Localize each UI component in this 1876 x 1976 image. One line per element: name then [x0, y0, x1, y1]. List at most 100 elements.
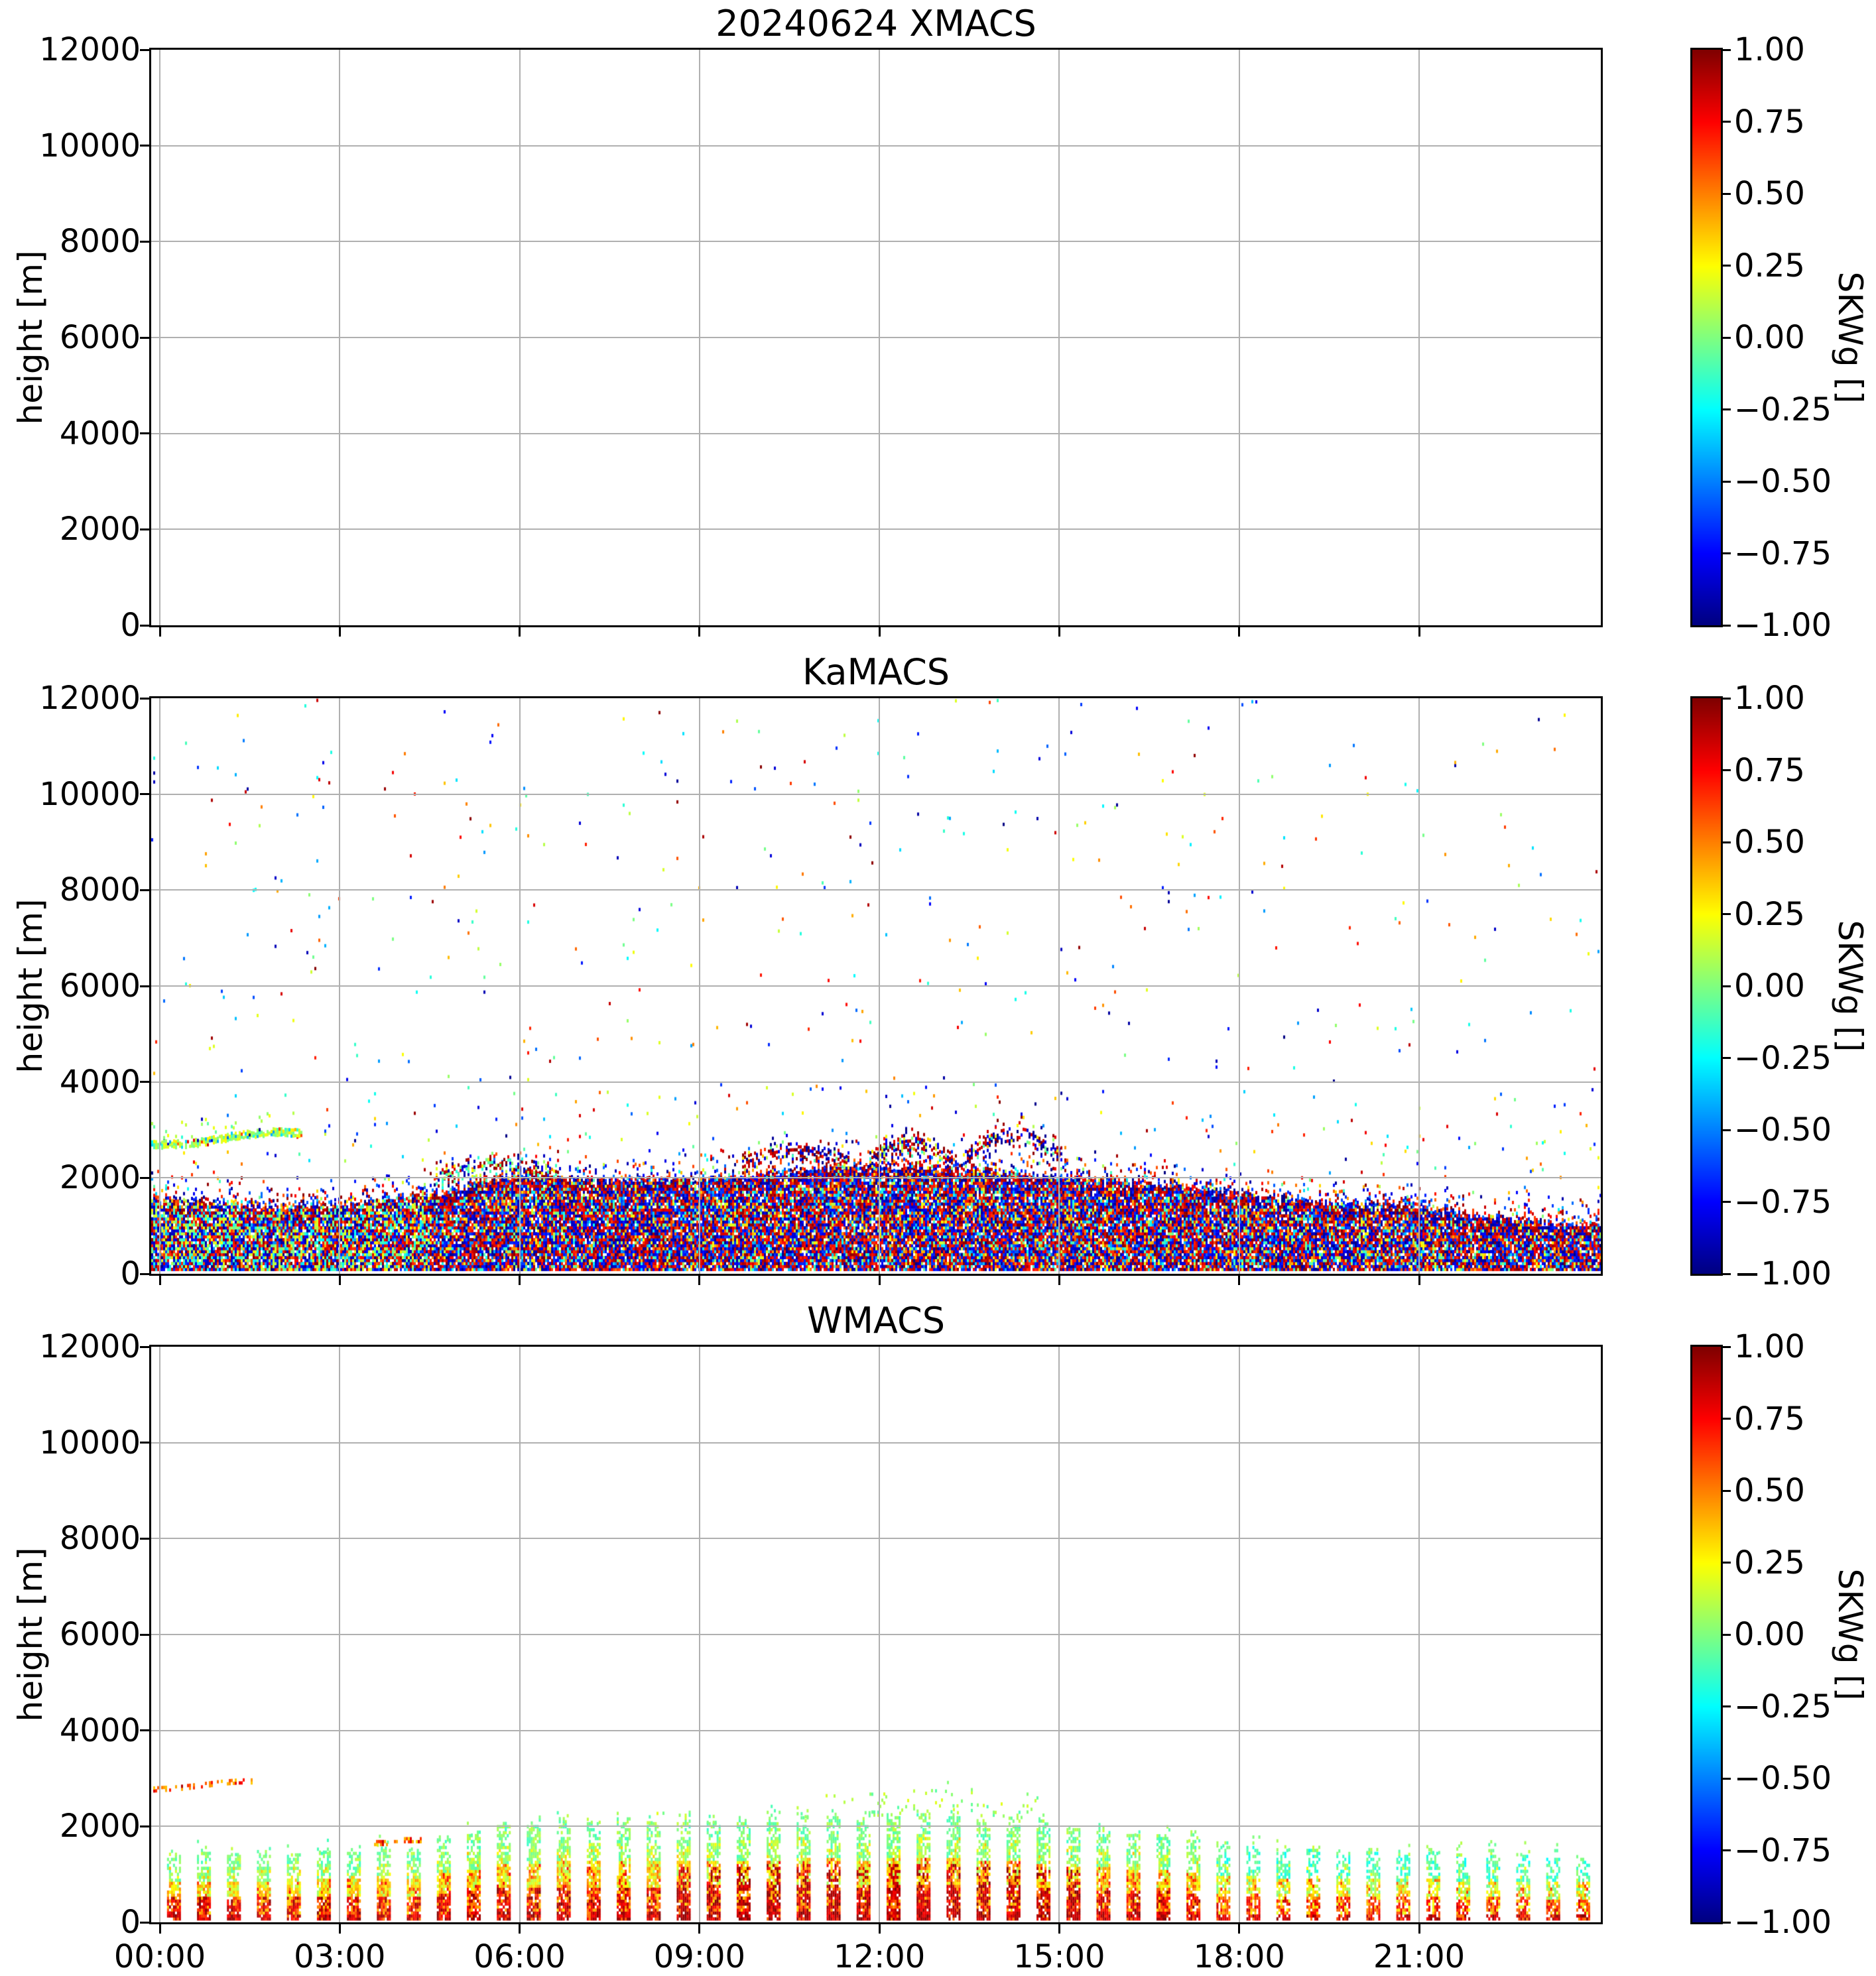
gridline-horizontal	[151, 889, 1601, 891]
colorbar-tick-label: −0.50	[1734, 1760, 1832, 1797]
colorbar-tick-label: 1.00	[1734, 680, 1805, 717]
y-tick	[140, 793, 149, 796]
gridline-horizontal	[151, 432, 1601, 434]
gridline-horizontal	[151, 1729, 1601, 1731]
colorbar-kamacs	[1692, 698, 1721, 1274]
colorbar-tick	[1723, 121, 1731, 123]
y-tick-label: 6000	[59, 319, 141, 356]
colorbar-tick	[1723, 1345, 1731, 1348]
colorbar-tick-label: 0.25	[1734, 1544, 1805, 1581]
colorbar-tick	[1723, 1777, 1731, 1780]
colorbar-tick	[1723, 48, 1731, 51]
y-tick	[140, 697, 149, 700]
colorbar-tick-label: −0.25	[1734, 391, 1832, 428]
panel-title-xmacs: 20240624 XMACS	[716, 3, 1036, 44]
colorbar-tick	[1723, 1633, 1731, 1636]
gridline-horizontal	[151, 337, 1601, 338]
y-tick	[140, 1272, 149, 1275]
y-axis-label: height [m]	[11, 898, 50, 1074]
x-tick-label: 03:00	[294, 1938, 386, 1975]
colorbar-tick-label: 0.00	[1734, 967, 1805, 1005]
colorbar-tick-label: −1.00	[1734, 607, 1832, 644]
x-tick	[338, 1924, 341, 1934]
colorbar-tick	[1723, 1201, 1731, 1203]
colorbar-tick	[1723, 624, 1731, 627]
gridline-horizontal	[151, 1081, 1601, 1083]
x-tick	[1418, 1276, 1420, 1285]
y-tick-label: 12000	[39, 680, 141, 717]
y-tick	[140, 1729, 149, 1732]
x-tick	[1058, 627, 1060, 637]
y-tick	[140, 1921, 149, 1924]
y-tick-label: 10000	[39, 775, 141, 813]
x-tick	[519, 627, 521, 637]
y-tick-label: 6000	[59, 967, 141, 1005]
x-tick-label: 09:00	[653, 1938, 746, 1975]
colorbar-xmacs	[1692, 50, 1721, 625]
y-tick-label: 10000	[39, 1424, 141, 1461]
y-tick	[140, 624, 149, 627]
y-tick-label: 4000	[59, 414, 141, 452]
y-tick-label: 8000	[59, 871, 141, 909]
colorbar-tick	[1723, 841, 1731, 843]
x-tick	[1418, 1924, 1420, 1934]
colorbar-tick	[1723, 1418, 1731, 1420]
colorbar-tick-label: 1.00	[1734, 1328, 1805, 1365]
x-tick	[338, 627, 341, 637]
x-tick-label: 00:00	[113, 1938, 206, 1975]
y-tick	[140, 145, 149, 147]
colorbar-tick	[1723, 985, 1731, 987]
y-tick-label: 12000	[39, 31, 141, 68]
colorbar-tick-label: 0.00	[1734, 319, 1805, 356]
colorbar-tick	[1723, 265, 1731, 267]
y-tick	[140, 240, 149, 243]
y-tick	[140, 1633, 149, 1636]
colorbar-tick-label: 0.50	[1734, 175, 1805, 212]
colorbar-tick-label: 0.25	[1734, 247, 1805, 284]
y-tick-label: 12000	[39, 1328, 141, 1365]
y-tick	[140, 889, 149, 891]
x-tick	[698, 1924, 701, 1934]
x-tick	[338, 1276, 341, 1285]
colorbar-tick	[1723, 1057, 1731, 1059]
x-tick	[158, 1924, 161, 1934]
x-tick	[878, 1924, 881, 1934]
y-tick-label: 2000	[59, 511, 141, 548]
x-tick-label: 18:00	[1193, 1938, 1285, 1975]
y-axis-label: height [m]	[11, 1547, 50, 1722]
x-tick-label: 15:00	[1013, 1938, 1105, 1975]
colorbar-tick-label: −0.75	[1734, 1183, 1832, 1221]
x-tick	[158, 1276, 161, 1285]
y-tick-label: 6000	[59, 1616, 141, 1653]
x-tick	[1238, 1276, 1241, 1285]
y-tick-label: 2000	[59, 1808, 141, 1845]
y-tick	[140, 336, 149, 339]
colorbar-tick	[1723, 1489, 1731, 1492]
plot-border	[149, 696, 1603, 1276]
x-tick-label: 21:00	[1373, 1938, 1466, 1975]
colorbar-tick	[1723, 552, 1731, 554]
y-tick	[140, 1537, 149, 1540]
y-tick	[140, 528, 149, 530]
colorbar-tick	[1723, 408, 1731, 410]
x-tick-label: 12:00	[833, 1938, 926, 1975]
x-tick	[1418, 627, 1420, 637]
colorbar-axis-label: SKWg []	[1831, 271, 1869, 404]
x-tick	[1058, 1276, 1060, 1285]
plot-border	[149, 48, 1603, 627]
colorbar-border	[1690, 1345, 1723, 1924]
colorbar-tick-label: −0.25	[1734, 1688, 1832, 1725]
y-axis-label: height [m]	[11, 250, 50, 425]
y-tick	[140, 48, 149, 51]
y-tick-label: 0	[120, 1904, 141, 1941]
colorbar-tick-label: −1.00	[1734, 1255, 1832, 1292]
colorbar-tick	[1723, 480, 1731, 483]
y-tick	[140, 985, 149, 987]
x-tick	[878, 627, 881, 637]
x-tick	[1058, 1924, 1060, 1934]
y-tick-label: 0	[120, 607, 141, 644]
x-tick	[698, 627, 701, 637]
colorbar-tick-label: 0.75	[1734, 751, 1805, 789]
colorbar-tick	[1723, 913, 1731, 915]
